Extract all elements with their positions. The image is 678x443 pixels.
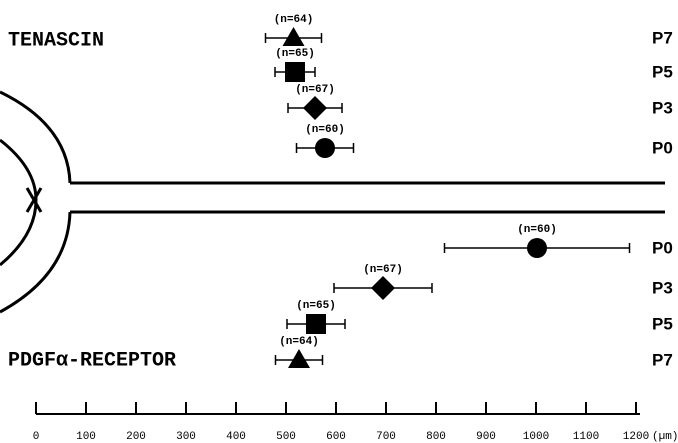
nerve-outline [0,212,70,312]
x-tick-label: 600 [326,431,346,443]
marker [527,238,547,258]
chart: TENASCIN PDGFα-RECEPTOR (µm) 0 100 200 300 4… [0,0,678,443]
x-tick-label: 1100 [573,431,599,443]
x-tick-label: 0 [33,431,40,443]
row-label: P7 [652,28,673,47]
x-tick-label: 1200 [623,431,649,443]
x-tick-label: 700 [376,431,396,443]
marker [315,138,335,158]
row-label: P0 [652,138,673,157]
n-label: (n=65) [275,48,315,60]
group-title: PDGFα-RECEPTOR [8,349,176,372]
row-label: P3 [652,98,673,117]
x-tick-label: 200 [126,431,146,443]
x-tick-label: 1000 [523,431,549,443]
marker [303,96,327,120]
x-axis-label: (µm) [652,431,678,443]
nerve-outline [0,92,70,183]
n-label: (n=65) [296,300,336,312]
x-tick-label: 800 [426,431,446,443]
x-tick-label: 500 [276,431,296,443]
n-label: (n=64) [274,14,314,26]
nerve-outline [0,140,36,265]
x-tick-label: 300 [176,431,196,443]
row-label: P7 [652,350,673,369]
marker [306,314,326,334]
x-tick-label: 400 [226,431,246,443]
x-tick-label: 100 [76,431,96,443]
n-label: (n=67) [295,84,335,96]
x-tick-label: 900 [476,431,496,443]
n-label: (n=60) [517,224,557,236]
n-label: (n=60) [305,124,345,136]
row-label: P0 [652,238,673,257]
marker [283,27,305,46]
marker [288,349,310,368]
row-label: P5 [652,62,673,81]
row-label: P3 [652,278,673,297]
group-title: TENASCIN [8,29,104,52]
row-label: P5 [652,314,673,333]
marker [285,62,305,82]
marker [371,276,395,300]
n-label: (n=64) [279,336,319,348]
n-label: (n=67) [363,264,403,276]
